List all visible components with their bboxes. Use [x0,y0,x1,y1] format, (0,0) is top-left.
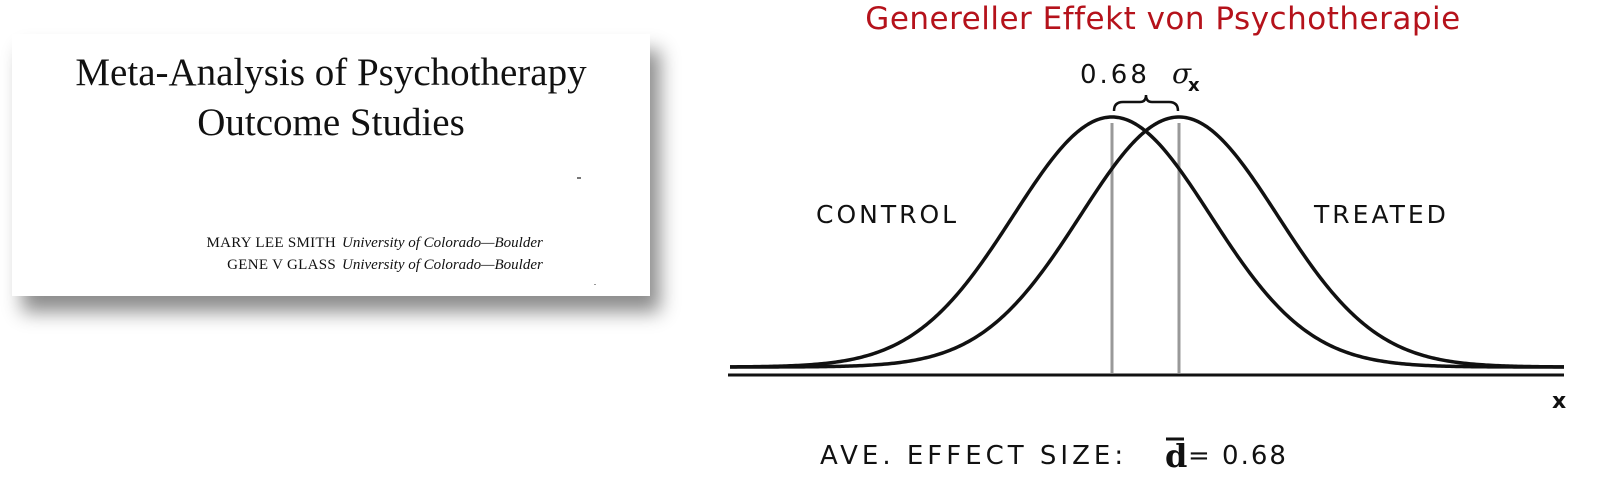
effect-brace [1112,94,1180,112]
control-label: CONTROL [816,200,959,229]
d-bar-symbol: d [1165,437,1187,475]
slide-title: Genereller Effekt von Psychotherapie [865,1,1461,37]
author-affiliation: University of Colorado—Boulder [342,235,543,251]
scan-speck [577,177,581,179]
author-name: MARY LEE SMITH [206,235,336,251]
author-row: MARY LEE SMITH University of Colorado—Bo… [12,232,650,254]
author-row: GENE V GLASS University of Colorado—Boul… [12,254,650,276]
author-affiliation: University of Colorado—Boulder [342,257,543,273]
paper-title: Meta-Analysis of Psychotherapy Outcome S… [12,48,650,148]
scan-speck [594,284,596,285]
effect-size-caption: AVE. EFFECT SIZE: [820,441,1127,471]
treated-label: TREATED [1313,200,1449,229]
effect-size-diagram: 0.68 σ x CONTROL TREATED x AVE. EFFECT S… [728,57,1566,475]
paper-title-card: Meta-Analysis of Psychotherapy Outcome S… [12,34,650,296]
effect-size-value: = 0.68 [1188,441,1288,471]
control-distribution-curve [729,115,1564,369]
x-axis-label: x [1552,389,1566,414]
sigma-symbol: σ [1172,57,1192,90]
author-name: GENE V GLASS [227,257,336,273]
effect-size-label: 0.68 [1080,60,1150,90]
author-list: MARY LEE SMITH University of Colorado—Bo… [12,232,650,276]
sigma-subscript: x [1188,75,1200,96]
treated-distribution-curve [730,115,1565,369]
paper-title-line-2: Outcome Studies [197,101,465,144]
paper-title-line-1: Meta-Analysis of Psychotherapy [75,51,587,94]
